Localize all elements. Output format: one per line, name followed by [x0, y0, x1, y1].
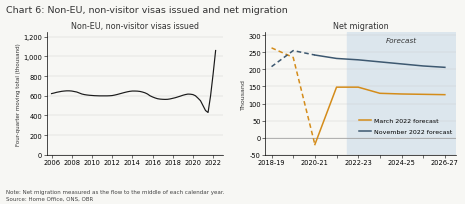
Y-axis label: Four-quarter moving total (thousand): Four-quarter moving total (thousand): [16, 43, 21, 145]
Text: Chart 6: Non-EU, non-visitor visas issued and net migration: Chart 6: Non-EU, non-visitor visas issue…: [6, 6, 287, 15]
Title: Net migration: Net migration: [332, 22, 388, 31]
Text: Forecast: Forecast: [386, 38, 417, 44]
Bar: [347, 33, 465, 155]
Text: Note: Net migration measured as the flow to the middle of each calendar year.
So: Note: Net migration measured as the flow…: [6, 189, 224, 201]
Title: Non-EU, non-visitor visas issued: Non-EU, non-visitor visas issued: [71, 22, 199, 31]
Y-axis label: Thousand: Thousand: [241, 79, 246, 109]
Legend: March 2022 forecast, November 2022 forecast: March 2022 forecast, November 2022 forec…: [357, 116, 454, 137]
